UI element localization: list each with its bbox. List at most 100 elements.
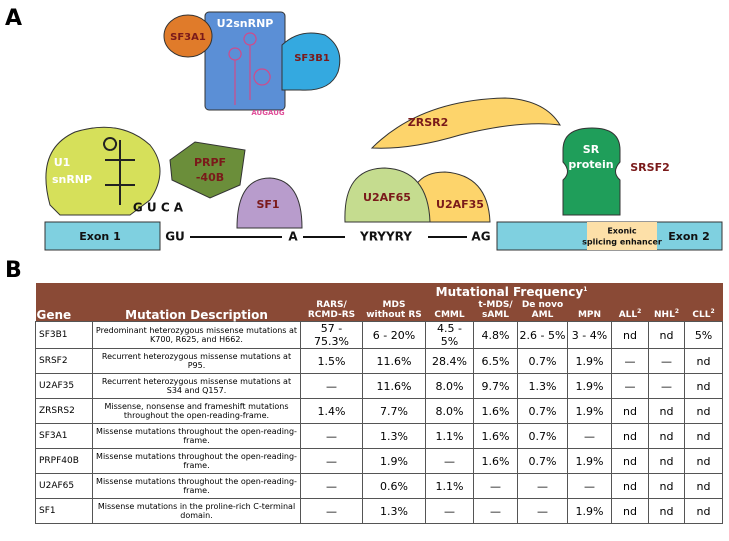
label: Exonic [607,227,637,236]
table-row: SF3A1 Missense mutations throughout the o… [35,423,724,449]
table-cell: nd [683,498,724,524]
label: U2AF35 [436,198,484,211]
footnote-mark: 2 [637,308,642,315]
table-cell: 1.3% [362,498,426,524]
header-row: RARS/ RCMD-RS MDS without RS CMML t-MDS/ sA… [36,299,723,322]
table-row: ZRSRS2 Missense, nonsense and frameshift … [35,398,724,424]
table-cell: — [300,498,363,524]
group-header: Mutational Frequency1 [300,283,723,299]
table-cell: 1.3% [517,373,568,399]
table-cell: 4.5 - 5% [425,321,474,349]
label: U2AF65 [363,191,411,204]
table-cell: nd [683,423,724,449]
table-cell: — [648,373,685,399]
sf3b1-shape [281,32,341,91]
column-header: t-MDS/ sAML [473,299,518,322]
prpf40b-shape [169,141,246,199]
table-cell: ZRSRS2 [35,398,93,424]
table-cell: U2AF65 [35,473,93,499]
table-cell: nd [648,423,685,449]
table-cell: 1.9% [567,348,612,374]
table-cell: 11.6% [362,348,426,374]
table-cell: — [300,448,363,474]
label: U1 [54,156,71,169]
label: splicing enhancer [582,238,662,247]
table-cell: 0.7% [517,398,568,424]
table-cell: SRSF2 [35,348,93,374]
table-cell: — [517,473,568,499]
table-cell: 0.7% [517,348,568,374]
column-header: Mutation Description [92,283,301,322]
table-row: SRSF2 Recurrent heterozygous missense mut… [35,348,724,374]
enhancer-box [587,222,657,250]
header-text: MPN [577,310,602,320]
table-cell: 6.5% [473,348,518,374]
sf1-shape [236,177,303,229]
table-cell: 1.5% [300,348,363,374]
header-text: MDS without RS [366,300,422,320]
column-header: CMML [425,299,474,322]
table-cell: nd [683,473,724,499]
table-cell: — [611,373,649,399]
footnote-mark: 2 [710,308,715,315]
table-cell: nd [611,498,649,524]
label: SR [583,143,600,156]
table-cell: 1.3% [362,423,426,449]
table-cell: — [473,473,518,499]
column-header: NHL2 [648,299,685,322]
header-text: ALL [618,310,638,320]
table-cell: 1.6% [473,423,518,449]
table-cell: 6 - 20% [362,321,426,349]
table-cell: nd [683,348,724,374]
table-cell: — [425,448,474,474]
u2af65-shape [344,167,431,223]
panel-label: A [5,6,23,31]
label: SF3A1 [170,32,206,43]
header-text: Mutation Description [125,308,268,322]
table-cell: 1.9% [567,498,612,524]
column-header: RARS/ RCMD-RS [300,299,363,322]
label: PRPF [194,156,226,169]
table-row: PRPF40B Missense mutations throughout the… [35,448,724,474]
table-cell: 0.7% [517,448,568,474]
splicing-diagram: U2snRNP SF3A1 SF3B1 AUGAUG U1 snRNP G U … [44,11,723,251]
table-cell: SF3A1 [35,423,93,449]
header-text: Gene [36,308,72,322]
label: AUGAUG [251,109,285,117]
table-cell: 1.9% [567,373,612,399]
table-cell: PRPF40B [35,448,93,474]
label: AG [471,230,490,244]
exon-box [44,221,161,251]
table-cell: 1.9% [567,448,612,474]
table-cell: — [517,498,568,524]
table-cell: — [567,423,612,449]
table-cell: Recurrent heterozygous missense mutation… [92,373,301,399]
table-cell: 4.8% [473,321,518,349]
table-row: SF3B1 Predominant heterozygous missense m… [35,321,724,349]
label: GU [165,230,185,244]
panel-label: B [5,258,22,283]
label: U2snRNP [217,17,274,30]
label: protein [568,158,613,171]
table-cell: — [300,423,363,449]
label: YRYYRY [359,230,412,244]
header-text: CLL [692,310,711,320]
table-cell: 7.7% [362,398,426,424]
u1snrnp-shape [45,126,161,216]
table-cell: 28.4% [425,348,474,374]
footnote-mark: 1 [583,286,588,293]
label: Exon 2 [668,230,709,243]
column-header: MDS without RS [362,299,426,322]
table-cell: Missense mutations throughout the open-r… [92,473,301,499]
header-text: RARS/ RCMD-RS [307,300,356,320]
table-cell: 9.7% [473,373,518,399]
table-cell: Predominant heterozygous missense mutati… [92,321,301,349]
table-cell: nd [648,321,685,349]
header-text: Mutational Frequency [435,285,584,299]
label: -40B [196,171,224,184]
mutation-table: Gene Mutation Description Mutational Frequ… [35,283,724,524]
table-cell: 1.4% [300,398,363,424]
table-cell: 11.6% [362,373,426,399]
table-cell: 1.9% [567,398,612,424]
